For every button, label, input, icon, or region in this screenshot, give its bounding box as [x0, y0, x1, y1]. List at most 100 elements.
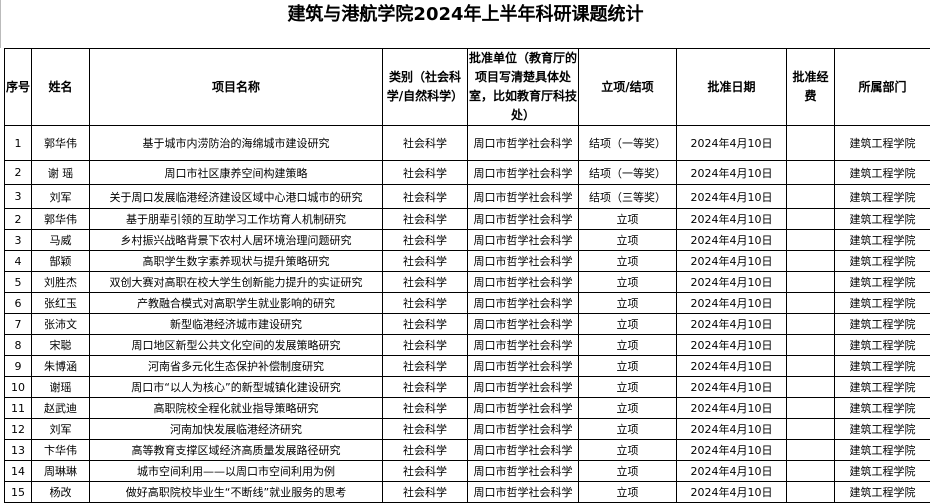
cell-category[interactable]: 社会科学	[383, 398, 468, 419]
cell-project-name[interactable]: 城市空间利用——以周口市空间利用为例	[90, 461, 383, 482]
cell-project-name[interactable]: 乡村振兴战略背景下农村人居环境治理问题研究	[90, 230, 383, 251]
cell-name[interactable]: 宋聪	[32, 335, 90, 356]
cell-funding[interactable]	[787, 185, 835, 209]
cell-project-name[interactable]: 基于城市内涝防治的海绵城市建设研究	[90, 126, 383, 161]
cell-funding[interactable]	[787, 419, 835, 440]
cell-name[interactable]: 马威	[32, 230, 90, 251]
cell-funding[interactable]	[787, 314, 835, 335]
cell-name[interactable]: 郜颖	[32, 251, 90, 272]
cell-funding[interactable]	[787, 161, 835, 185]
cell-approving-unit[interactable]: 周口市哲学社会科学	[468, 314, 579, 335]
cell-name[interactable]: 郭华伟	[32, 126, 90, 161]
cell-category[interactable]: 社会科学	[383, 272, 468, 293]
cell-status[interactable]: 立项	[579, 356, 677, 377]
cell-name[interactable]: 张红玉	[32, 293, 90, 314]
cell-department[interactable]: 建筑工程学院	[835, 161, 930, 185]
cell-approving-unit[interactable]: 周口市哲学社会科学	[468, 398, 579, 419]
cell-status[interactable]: 结项（一等奖）	[579, 161, 677, 185]
cell-funding[interactable]	[787, 461, 835, 482]
cell-approving-unit[interactable]: 周口市哲学社会科学	[468, 461, 579, 482]
cell-index[interactable]: 14	[5, 461, 32, 482]
cell-status[interactable]: 立项	[579, 230, 677, 251]
cell-approving-unit[interactable]: 周口市哲学社会科学	[468, 293, 579, 314]
cell-approval-date[interactable]: 2024年4月10日	[677, 209, 787, 230]
cell-funding[interactable]	[787, 377, 835, 398]
cell-status[interactable]: 立项	[579, 272, 677, 293]
cell-status[interactable]: 立项	[579, 251, 677, 272]
cell-index[interactable]: 10	[5, 377, 32, 398]
cell-approving-unit[interactable]: 周口市哲学社会科学	[468, 126, 579, 161]
cell-department[interactable]: 建筑工程学院	[835, 356, 930, 377]
cell-approval-date[interactable]: 2024年4月10日	[677, 272, 787, 293]
cell-approval-date[interactable]: 2024年4月10日	[677, 356, 787, 377]
cell-funding[interactable]	[787, 272, 835, 293]
cell-department[interactable]: 建筑工程学院	[835, 440, 930, 461]
cell-approving-unit[interactable]: 周口市哲学社会科学	[468, 272, 579, 293]
cell-index[interactable]: 13	[5, 440, 32, 461]
cell-category[interactable]: 社会科学	[383, 314, 468, 335]
cell-department[interactable]: 建筑工程学院	[835, 314, 930, 335]
cell-funding[interactable]	[787, 356, 835, 377]
cell-status[interactable]: 立项	[579, 377, 677, 398]
cell-project-name[interactable]: 做好高职院校毕业生“不断线”就业服务的思考	[90, 482, 383, 503]
cell-project-name[interactable]: 双创大赛对高职在校大学生创新能力提升的实证研究	[90, 272, 383, 293]
cell-approval-date[interactable]: 2024年4月10日	[677, 185, 787, 209]
cell-funding[interactable]	[787, 398, 835, 419]
cell-approving-unit[interactable]: 周口市哲学社会科学	[468, 356, 579, 377]
cell-funding[interactable]	[787, 335, 835, 356]
cell-approval-date[interactable]: 2024年4月10日	[677, 126, 787, 161]
cell-department[interactable]: 建筑工程学院	[835, 419, 930, 440]
cell-name[interactable]: 谢 瑶	[32, 161, 90, 185]
cell-department[interactable]: 建筑工程学院	[835, 272, 930, 293]
cell-index[interactable]: 1	[5, 126, 32, 161]
cell-category[interactable]: 社会科学	[383, 209, 468, 230]
cell-department[interactable]: 建筑工程学院	[835, 209, 930, 230]
cell-name[interactable]: 谢瑶	[32, 377, 90, 398]
cell-index[interactable]: 7	[5, 314, 32, 335]
cell-approval-date[interactable]: 2024年4月10日	[677, 293, 787, 314]
cell-index[interactable]: 4	[5, 251, 32, 272]
cell-status[interactable]: 结项（三等奖）	[579, 185, 677, 209]
cell-category[interactable]: 社会科学	[383, 161, 468, 185]
cell-status[interactable]: 立项	[579, 335, 677, 356]
cell-name[interactable]: 张沛文	[32, 314, 90, 335]
cell-approval-date[interactable]: 2024年4月10日	[677, 377, 787, 398]
cell-approval-date[interactable]: 2024年4月10日	[677, 419, 787, 440]
cell-index[interactable]: 8	[5, 335, 32, 356]
cell-project-name[interactable]: 河南省多元化生态保护补偿制度研究	[90, 356, 383, 377]
cell-department[interactable]: 建筑工程学院	[835, 185, 930, 209]
cell-category[interactable]: 社会科学	[383, 335, 468, 356]
cell-department[interactable]: 建筑工程学院	[835, 251, 930, 272]
cell-index[interactable]: 12	[5, 419, 32, 440]
cell-name[interactable]: 刘军	[32, 185, 90, 209]
cell-department[interactable]: 建筑工程学院	[835, 335, 930, 356]
cell-status[interactable]: 立项	[579, 314, 677, 335]
cell-approval-date[interactable]: 2024年4月10日	[677, 440, 787, 461]
cell-funding[interactable]	[787, 440, 835, 461]
cell-approval-date[interactable]: 2024年4月10日	[677, 251, 787, 272]
cell-department[interactable]: 建筑工程学院	[835, 482, 930, 503]
cell-approving-unit[interactable]: 周口市哲学社会科学	[468, 209, 579, 230]
cell-funding[interactable]	[787, 126, 835, 161]
cell-project-name[interactable]: 高职院校全程化就业指导策略研究	[90, 398, 383, 419]
cell-approval-date[interactable]: 2024年4月10日	[677, 335, 787, 356]
cell-status[interactable]: 立项	[579, 209, 677, 230]
cell-project-name[interactable]: 周口市社区康养空间构建策略	[90, 161, 383, 185]
cell-status[interactable]: 立项	[579, 398, 677, 419]
cell-department[interactable]: 建筑工程学院	[835, 126, 930, 161]
cell-funding[interactable]	[787, 482, 835, 503]
cell-funding[interactable]	[787, 230, 835, 251]
cell-status[interactable]: 结项（一等奖）	[579, 126, 677, 161]
cell-name[interactable]: 刘军	[32, 419, 90, 440]
cell-index[interactable]: 5	[5, 272, 32, 293]
cell-approval-date[interactable]: 2024年4月10日	[677, 161, 787, 185]
cell-name[interactable]: 朱博涵	[32, 356, 90, 377]
cell-department[interactable]: 建筑工程学院	[835, 230, 930, 251]
cell-approving-unit[interactable]: 周口市哲学社会科学	[468, 419, 579, 440]
cell-approving-unit[interactable]: 周口市哲学社会科学	[468, 440, 579, 461]
cell-approval-date[interactable]: 2024年4月10日	[677, 230, 787, 251]
cell-index[interactable]: 6	[5, 293, 32, 314]
cell-project-name[interactable]: 高等教育支撑区域经济高质量发展路径研究	[90, 440, 383, 461]
cell-funding[interactable]	[787, 209, 835, 230]
cell-name[interactable]: 周琳琳	[32, 461, 90, 482]
